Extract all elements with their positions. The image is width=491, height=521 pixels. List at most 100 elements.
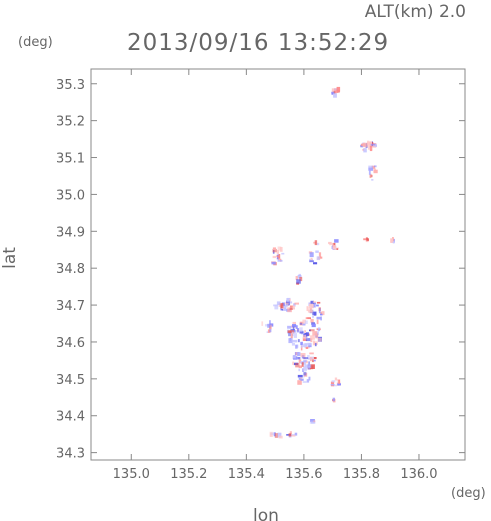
y-tick-label: 34.9	[56, 225, 85, 240]
data-point	[298, 365, 302, 369]
data-point	[314, 240, 318, 246]
data-point	[373, 169, 378, 174]
y-tick-label: 35.3	[56, 78, 85, 93]
data-point	[295, 276, 298, 280]
data-point	[312, 358, 314, 363]
data-point	[292, 331, 294, 337]
data-point	[369, 149, 373, 152]
data-point	[298, 378, 302, 380]
data-point	[299, 276, 303, 282]
data-point	[285, 304, 289, 307]
data-point	[368, 165, 374, 170]
data-point	[291, 343, 295, 346]
x-unit-label: (deg)	[451, 486, 486, 501]
data-point	[363, 238, 367, 241]
altitude-label: ALT(km) 2.0	[365, 2, 466, 22]
x-ticks: 135.0 135.2 135.4 135.6 135.8 136.0	[113, 69, 438, 482]
y-tick-label: 35.2	[56, 115, 85, 130]
data-point	[281, 308, 287, 311]
data-point	[302, 343, 308, 348]
data-point	[312, 301, 317, 303]
data-point	[390, 238, 394, 242]
data-point	[289, 431, 292, 434]
data-point	[303, 371, 307, 376]
y-tick-label: 34.6	[56, 336, 85, 351]
data-point	[308, 303, 314, 309]
data-point	[367, 145, 371, 150]
data-point	[273, 432, 276, 437]
data-point	[295, 344, 298, 349]
data-point	[305, 317, 311, 320]
x-tick-label: 135.0	[113, 467, 150, 482]
data-point	[310, 419, 315, 422]
data-point	[318, 252, 322, 258]
data-point	[297, 275, 302, 279]
data-point	[292, 339, 298, 343]
data-point	[332, 397, 335, 402]
data-point	[321, 312, 324, 314]
data-point	[302, 368, 304, 372]
data-point	[312, 331, 318, 336]
data-point	[300, 343, 303, 348]
data-point	[287, 325, 292, 329]
data-point	[300, 353, 306, 357]
data-point	[301, 362, 304, 367]
data-point	[308, 361, 310, 367]
data-point	[293, 333, 297, 338]
data-point	[288, 301, 293, 304]
data-point	[331, 380, 336, 383]
data-point	[315, 333, 319, 339]
data-point	[276, 250, 279, 254]
data-point	[306, 306, 309, 311]
data-point	[310, 318, 314, 323]
data-point	[296, 279, 301, 284]
data-point	[330, 381, 335, 387]
data-point	[333, 93, 337, 98]
data-point	[371, 174, 373, 178]
data-point	[300, 341, 303, 346]
data-point	[309, 357, 314, 360]
data-point	[303, 359, 307, 363]
x-tick-label: 135.6	[285, 467, 322, 482]
data-point	[295, 363, 300, 368]
data-point	[300, 378, 304, 381]
data-point	[269, 324, 272, 330]
data-point	[336, 248, 338, 250]
data-point	[374, 165, 377, 168]
data-point	[312, 302, 316, 308]
data-point	[316, 256, 320, 261]
data-point	[297, 352, 301, 357]
data-point	[309, 329, 315, 332]
plot-frame	[90, 68, 466, 461]
data-point	[303, 333, 308, 338]
data-point	[316, 301, 321, 304]
x-tick-label: 135.4	[228, 467, 265, 482]
data-point	[317, 327, 321, 329]
data-point	[273, 304, 278, 307]
data-point	[313, 241, 317, 244]
data-point	[331, 91, 335, 94]
data-point	[370, 143, 376, 146]
data-point	[302, 323, 306, 326]
data-point	[297, 339, 300, 343]
data-point	[306, 379, 310, 383]
data-point	[277, 255, 280, 259]
data-point	[363, 142, 368, 148]
data-point	[365, 240, 369, 243]
data-point	[297, 357, 301, 360]
y-tick-label: 34.5	[56, 373, 85, 388]
data-point	[274, 433, 278, 438]
data-point	[297, 380, 302, 385]
data-point	[289, 305, 294, 308]
data-point	[330, 384, 335, 386]
data-point	[272, 248, 277, 253]
data-point	[336, 86, 341, 92]
data-point	[299, 322, 303, 325]
data-point	[287, 330, 292, 333]
data-point	[368, 170, 371, 175]
data-point	[302, 337, 308, 341]
data-point	[316, 319, 319, 325]
data-point	[298, 273, 301, 276]
data-point	[298, 368, 300, 372]
data-point	[288, 435, 292, 438]
